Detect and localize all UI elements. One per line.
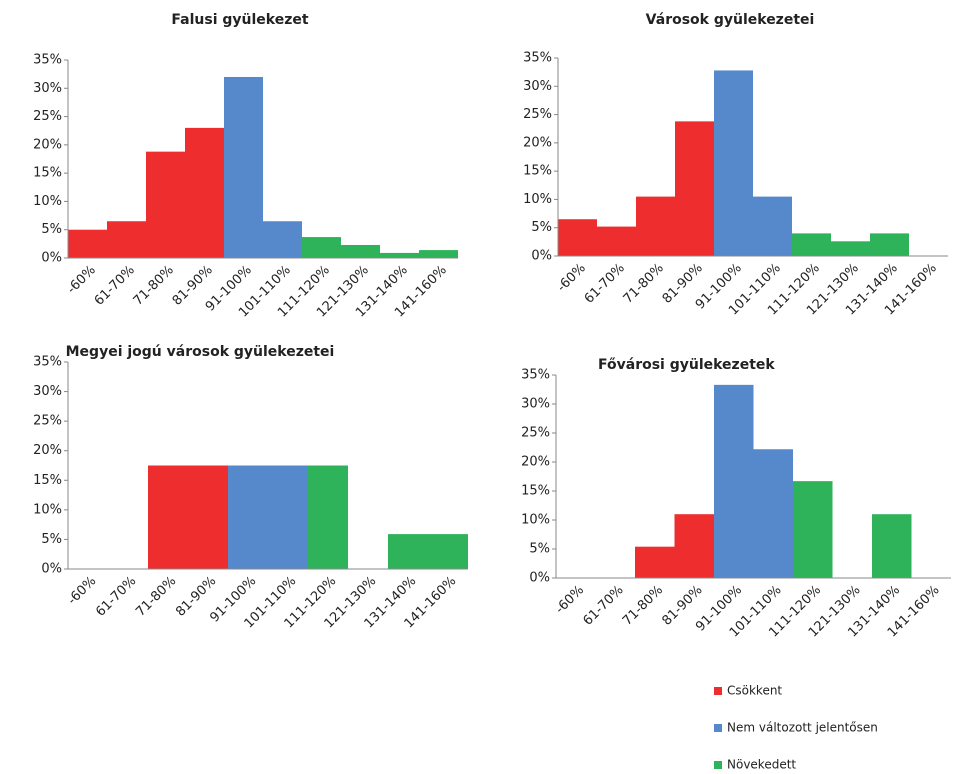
y-tick-label: 35% [33, 355, 62, 370]
bar [268, 465, 308, 569]
bar [792, 233, 831, 256]
y-tick-label: 5% [41, 532, 62, 547]
y-tick-label: 20% [33, 137, 62, 152]
y-tick-label: 20% [33, 443, 62, 458]
y-tick-label: 25% [33, 414, 62, 429]
legend-label: Növekedett [727, 758, 796, 772]
legend-label: Nem változott jelentősen [727, 721, 878, 735]
x-tick-label: 71-80% [620, 583, 666, 629]
y-tick-label: 30% [33, 81, 62, 96]
bar [674, 514, 714, 578]
bar [753, 449, 793, 578]
legend-swatch [714, 761, 722, 769]
x-tick-label: 61-70% [580, 583, 626, 629]
y-tick-label: 0% [41, 562, 62, 577]
bar [146, 151, 185, 258]
bar [831, 241, 870, 256]
bar [302, 237, 341, 258]
bar [341, 244, 380, 258]
y-tick-label: 35% [523, 51, 552, 66]
legend-label: Csökkent [727, 684, 782, 698]
bar [675, 121, 714, 256]
y-tick-label: 20% [521, 455, 550, 470]
y-tick-label: 10% [523, 192, 552, 207]
chart-title: Falusi gyülekezet [171, 12, 308, 28]
bar [636, 196, 675, 256]
x-tick-label: -60% [65, 574, 99, 608]
y-tick-label: 25% [523, 107, 552, 122]
x-tick-label: 71-80% [131, 263, 177, 309]
y-tick-label: 5% [529, 542, 550, 557]
bar [558, 219, 597, 256]
y-tick-label: 5% [41, 222, 62, 237]
x-tick-label: 61-70% [92, 263, 138, 309]
y-tick-label: 15% [33, 166, 62, 181]
bar [753, 196, 792, 256]
bar [870, 233, 909, 256]
y-tick-label: 10% [33, 502, 62, 517]
y-tick-label: 0% [531, 249, 552, 264]
bar [793, 481, 833, 578]
bar [388, 534, 428, 569]
bar [224, 76, 263, 258]
bar [380, 252, 419, 258]
y-tick-label: 20% [523, 135, 552, 150]
y-tick-label: 30% [33, 384, 62, 399]
x-tick-label: -60% [554, 261, 588, 295]
x-tick-label: 61-70% [93, 574, 139, 620]
bar [68, 229, 107, 258]
y-tick-label: 35% [521, 368, 550, 383]
bar [597, 226, 636, 256]
bar [148, 465, 188, 569]
bar [185, 127, 224, 258]
bar [308, 465, 348, 569]
x-tick-label: -60% [553, 583, 587, 617]
x-tick-label: 71-80% [133, 574, 179, 620]
bar [419, 250, 458, 258]
y-tick-label: 15% [521, 484, 550, 499]
bar [714, 70, 753, 257]
y-tick-label: 25% [33, 109, 62, 124]
x-tick-label: 61-70% [582, 261, 628, 307]
chart-title: Megyei jogú városok gyülekezetei [66, 344, 335, 360]
legend-swatch [714, 724, 722, 732]
chart-title: Városok gyülekezetei [646, 12, 815, 28]
y-tick-label: 0% [529, 571, 550, 586]
chart-title: Fővárosi gyülekezetek [598, 357, 775, 373]
bar [428, 534, 468, 569]
y-tick-label: 30% [521, 397, 550, 412]
bar [188, 465, 228, 569]
y-tick-label: 10% [521, 513, 550, 528]
y-tick-label: 15% [523, 164, 552, 179]
bar [872, 514, 912, 578]
y-tick-label: 5% [531, 220, 552, 235]
y-tick-label: 25% [521, 426, 550, 441]
bar [228, 465, 268, 569]
y-tick-label: 35% [33, 53, 62, 68]
bar [263, 221, 302, 258]
y-tick-label: 0% [41, 251, 62, 266]
y-tick-label: 30% [523, 79, 552, 94]
y-tick-label: 10% [33, 194, 62, 209]
bar [714, 384, 754, 578]
legend-swatch [714, 687, 722, 695]
x-tick-label: -60% [64, 263, 98, 297]
y-tick-label: 15% [33, 473, 62, 488]
x-tick-label: 71-80% [621, 261, 667, 307]
bar [107, 221, 146, 258]
bar [635, 546, 675, 578]
